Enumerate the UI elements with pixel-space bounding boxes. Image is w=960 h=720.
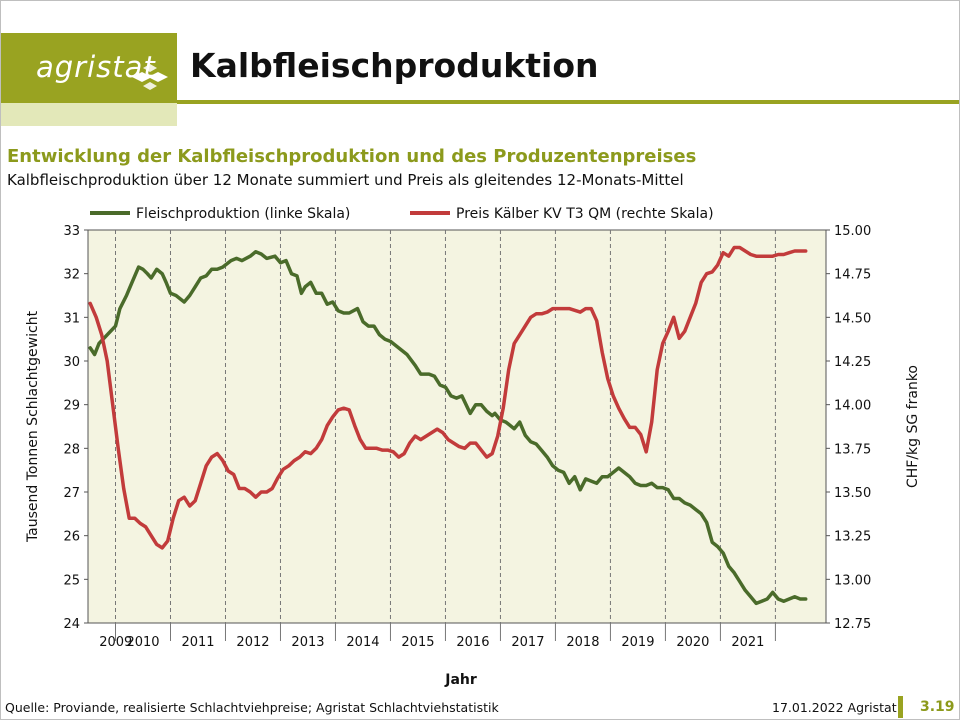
x-tick-label: 2019 xyxy=(621,635,654,650)
y2-tick-label: 13.50 xyxy=(834,486,871,501)
y2-tick-label: 14.50 xyxy=(834,311,871,326)
x-tick-label: 2012 xyxy=(236,635,269,650)
y-tick-label: 24 xyxy=(63,617,80,632)
legend-label: Fleischproduktion (linke Skala) xyxy=(136,206,350,222)
x-tick-label: 2013 xyxy=(291,635,324,650)
x-tick-label: 2016 xyxy=(456,635,489,650)
x-axis-title: Jahr xyxy=(444,672,477,688)
y-tick-label: 27 xyxy=(63,486,80,501)
y-tick-label: 31 xyxy=(63,311,80,326)
chart-title: Entwicklung der Kalbfleischproduktion un… xyxy=(7,146,697,167)
y2-tick-label: 13.25 xyxy=(834,530,871,545)
x-tick-label: 2015 xyxy=(401,635,434,650)
page-number: 3.19 xyxy=(920,699,955,715)
chart: 24 25 26 27 28 29 30 31 32 33 12.75 13.00 13.25 13.50… xyxy=(25,206,921,688)
footer-source: Quelle: Proviande, realisierte Schlachtv… xyxy=(5,700,499,715)
y2-tick-label: 14.25 xyxy=(834,355,871,370)
y-tick-label: 25 xyxy=(63,573,80,588)
page-title: Kalbfleischproduktion xyxy=(190,46,599,85)
x-tick-label: 2009 xyxy=(99,635,132,650)
y2-axis-title: CHF/kg SG franko xyxy=(905,365,921,488)
footer-divider xyxy=(898,696,903,718)
y2-tick-label: 14.75 xyxy=(834,268,871,283)
production-series-line xyxy=(88,250,808,606)
x-tick-label: 2017 xyxy=(511,635,544,650)
plot-area xyxy=(87,229,827,624)
y2-tick-label: 13.75 xyxy=(834,442,871,457)
y2-tick-label: 14.00 xyxy=(834,399,871,414)
x-tick-label: 2010 xyxy=(126,635,159,650)
y-tick-label: 33 xyxy=(63,224,80,239)
x-tick-label: 2018 xyxy=(566,635,599,650)
y-axis-title: Tausend Tonnen Schlachtgewicht xyxy=(25,310,41,543)
x-tick-label: 2020 xyxy=(676,635,709,650)
y-tick-label: 32 xyxy=(63,268,80,283)
x-tick-label: 2014 xyxy=(346,635,379,650)
price-series-line xyxy=(88,245,808,550)
title-underline xyxy=(177,100,959,104)
x-tick-label: 2021 xyxy=(731,635,764,650)
legend-label: Preis Kälber KV T3 QM (rechte Skala) xyxy=(456,206,714,222)
y2-tick-label: 15.00 xyxy=(834,224,871,239)
y2-tick-label: 12.75 xyxy=(834,617,871,632)
y-tick-label: 30 xyxy=(63,355,80,370)
footer-date: 17.01.2022 Agristat xyxy=(772,700,897,715)
y2-tick-label: 13.00 xyxy=(834,573,871,588)
y-tick-label: 28 xyxy=(63,442,80,457)
y-tick-label: 29 xyxy=(63,399,80,414)
logo-mark-icon xyxy=(132,64,168,90)
y-tick-label: 26 xyxy=(63,530,80,545)
chart-subtitle: Kalbfleischproduktion über 12 Monate sum… xyxy=(7,171,684,189)
x-tick-label: 2011 xyxy=(181,635,214,650)
